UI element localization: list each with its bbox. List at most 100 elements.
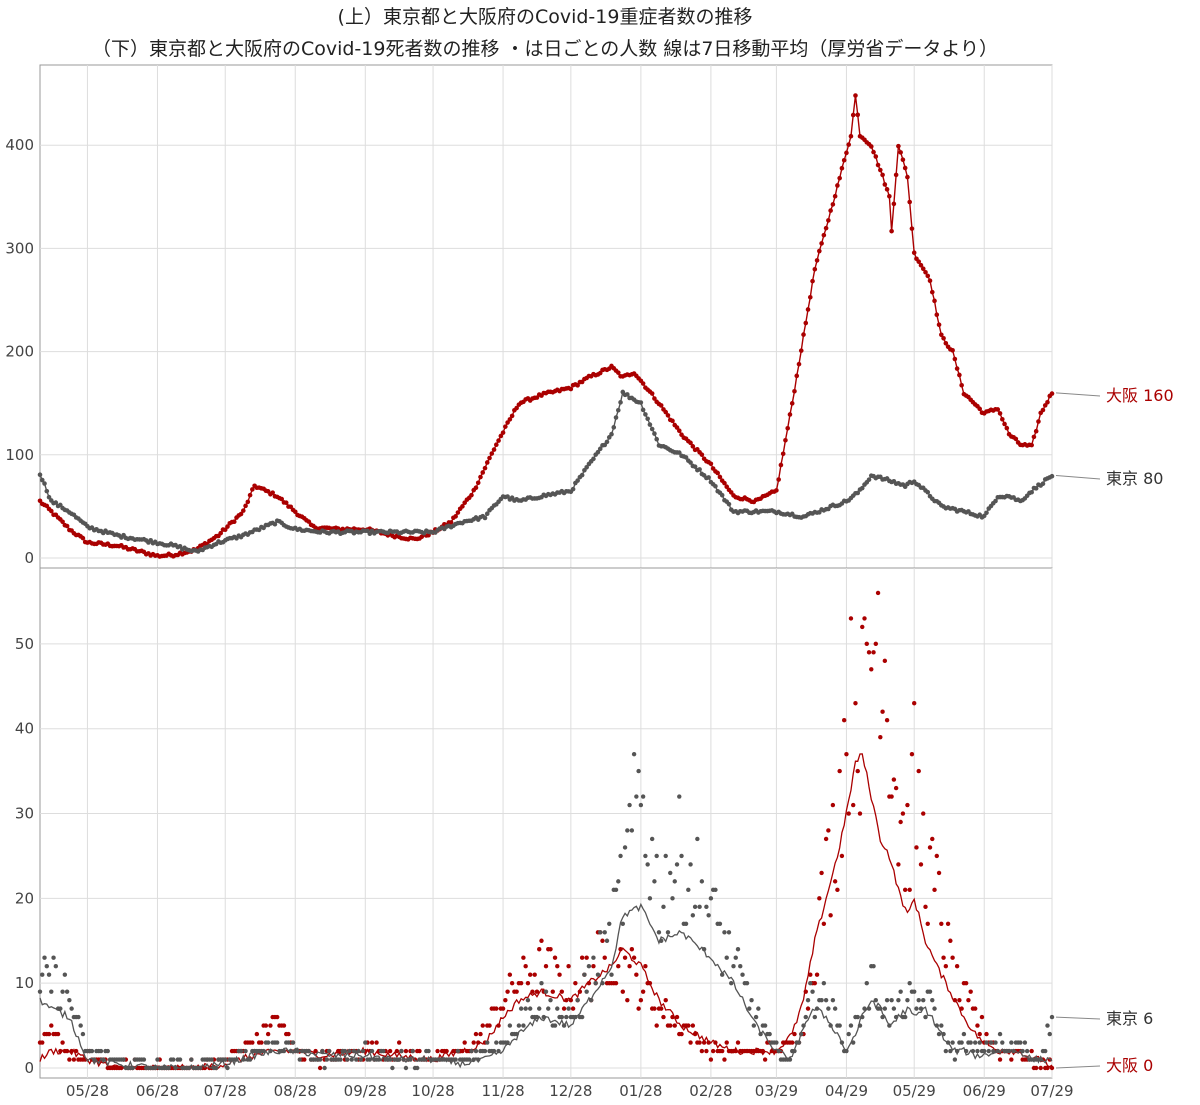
daily-point	[663, 853, 668, 859]
daily-point	[832, 879, 838, 884]
daily-point	[643, 964, 648, 969]
daily-point	[444, 1048, 449, 1054]
series-daily-points-東京	[37, 751, 1055, 1071]
x-tick-label: 05/28	[66, 1082, 109, 1100]
data-point	[943, 340, 949, 346]
daily-point	[839, 853, 845, 859]
daily-point	[552, 955, 558, 960]
daily-point	[744, 980, 750, 986]
daily-point	[627, 964, 632, 969]
daily-point	[812, 1014, 818, 1020]
y-tick-label: 0	[24, 1059, 34, 1077]
daily-point	[857, 811, 863, 816]
daily-point	[618, 853, 623, 859]
daily-point	[656, 930, 662, 935]
data-point	[846, 142, 851, 147]
daily-point	[670, 896, 675, 901]
daily-point	[875, 590, 881, 596]
daily-point	[941, 955, 946, 960]
daily-point	[259, 1040, 264, 1045]
data-point	[683, 455, 689, 460]
daily-point	[828, 913, 833, 918]
callout-bottom-tokyo: 東京 6	[1106, 1009, 1153, 1028]
daily-point	[954, 964, 960, 969]
data-point	[241, 508, 246, 513]
data-point	[848, 133, 854, 139]
daily-point	[347, 1048, 352, 1054]
daily-point	[647, 896, 653, 901]
y-tick-label: 50	[15, 635, 34, 653]
daily-point	[518, 980, 524, 986]
data-point	[498, 433, 504, 439]
data-point	[805, 307, 811, 312]
daily-point	[539, 980, 544, 986]
daily-point	[636, 768, 641, 774]
daily-point	[525, 980, 531, 986]
data-point	[1049, 473, 1055, 479]
data-point	[925, 489, 931, 495]
daily-point	[860, 624, 865, 630]
data-point	[812, 266, 818, 272]
data-point	[715, 470, 720, 476]
daily-point	[957, 997, 962, 1003]
daily-point	[688, 862, 693, 867]
daily-point	[543, 989, 549, 994]
daily-point	[948, 1048, 953, 1054]
series-moving-average-東京	[39, 902, 1053, 1069]
daily-point	[717, 921, 723, 926]
data-point	[478, 474, 483, 480]
data-point	[39, 477, 45, 483]
data-point	[690, 444, 696, 449]
data-point	[880, 172, 885, 178]
data-point	[719, 492, 725, 498]
data-point	[778, 462, 784, 468]
daily-point	[672, 879, 677, 884]
data-point	[832, 193, 838, 199]
daily-point	[936, 1031, 942, 1037]
daily-point	[923, 1014, 928, 1020]
daily-point	[417, 1048, 422, 1054]
daily-point	[631, 751, 637, 757]
daily-point	[575, 997, 580, 1003]
daily-point	[945, 921, 951, 926]
daily-point	[898, 989, 903, 994]
x-tick-label: 07/29	[1030, 1082, 1073, 1100]
daily-point	[979, 1014, 985, 1020]
data-point	[929, 289, 935, 295]
data-point	[570, 486, 576, 492]
daily-point	[634, 794, 639, 799]
daily-point	[634, 972, 639, 977]
daily-point	[767, 1031, 772, 1037]
daily-point	[37, 989, 43, 994]
data-point	[817, 248, 822, 254]
daily-point	[60, 989, 65, 994]
daily-point	[543, 964, 549, 969]
data-point	[609, 431, 614, 437]
daily-point	[878, 734, 883, 740]
data-point	[697, 467, 702, 472]
daily-point	[966, 997, 971, 1003]
daily-point	[523, 1006, 528, 1011]
daily-point	[78, 1023, 83, 1028]
daily-point	[719, 972, 725, 977]
data-point	[611, 425, 617, 430]
data-point	[654, 436, 659, 442]
data-point	[494, 442, 499, 447]
daily-point	[324, 1057, 330, 1062]
data-point	[665, 413, 671, 418]
daily-point	[907, 980, 912, 986]
daily-point	[514, 989, 519, 994]
daily-point	[749, 997, 754, 1003]
daily-point	[369, 1040, 375, 1045]
daily-point	[855, 768, 860, 774]
daily-point	[826, 828, 831, 833]
data-point	[810, 278, 815, 284]
daily-point	[821, 980, 827, 986]
daily-point	[1009, 1057, 1014, 1062]
daily-point	[692, 904, 698, 910]
data-point	[717, 474, 723, 480]
data-point	[48, 508, 54, 514]
daily-point	[733, 955, 738, 960]
daily-point	[584, 955, 589, 960]
daily-point	[618, 947, 623, 952]
